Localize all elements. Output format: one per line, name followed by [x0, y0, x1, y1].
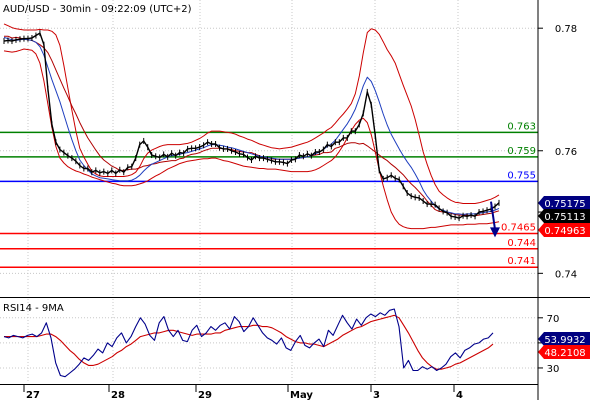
price-tag-label: 0.74963 — [544, 226, 585, 237]
price-tag-label: 0.75113 — [544, 212, 585, 223]
price-tag — [538, 209, 590, 223]
y-tick-label: 0.74 — [555, 269, 577, 280]
price-tag — [538, 196, 590, 210]
rsi-tag-label: 53.9932 — [544, 335, 585, 346]
level-label: 0.755 — [507, 170, 536, 181]
price-chart-title: AUD/USD - 30min - 09:22:09 (UTC+2) — [3, 4, 192, 15]
rsi-y-tick-label: 70 — [547, 314, 560, 325]
y-tick-label: 0.78 — [555, 24, 577, 35]
price-panel: 0.74 0.76 0.78 0.763 0.759 0.755 0.7465 0.744 0.… — [0, 0, 590, 296]
level-label: 0.7465 — [501, 222, 536, 233]
rsi-line — [3, 308, 494, 378]
x-tick-label: 27 — [26, 390, 40, 400]
rsi-chart-title: RSI14 - 9MA — [3, 303, 64, 314]
level-label: 0.744 — [507, 238, 536, 249]
x-tick-label: May — [290, 390, 313, 400]
level-label: 0.741 — [507, 256, 536, 267]
price-tag-label: 0.75175 — [544, 199, 585, 210]
forecast-arrow-shaft — [490, 201, 496, 230]
level-label: 0.763 — [507, 121, 536, 132]
rsi-tag — [538, 345, 590, 359]
rsi-tag — [538, 332, 590, 346]
y-tick-label: 0.76 — [555, 147, 577, 158]
x-tick-label: 4 — [456, 390, 463, 400]
bollinger-middle-line — [4, 35, 500, 217]
x-tick-label: 29 — [198, 390, 212, 400]
x-tick-label: 28 — [111, 390, 125, 400]
rsi-y-tick-label: 30 — [547, 364, 560, 375]
price-tag — [538, 223, 590, 237]
x-tick-label: 3 — [373, 390, 380, 400]
rsi-tag-label: 48.2108 — [544, 348, 585, 359]
forecast-arrow-head — [489, 227, 500, 238]
x-axis: 27 28 29 May 3 4 — [23, 384, 463, 400]
bollinger-lower-line — [3, 48, 500, 230]
level-label: 0.759 — [507, 146, 536, 157]
bollinger-upper-line — [3, 23, 500, 204]
